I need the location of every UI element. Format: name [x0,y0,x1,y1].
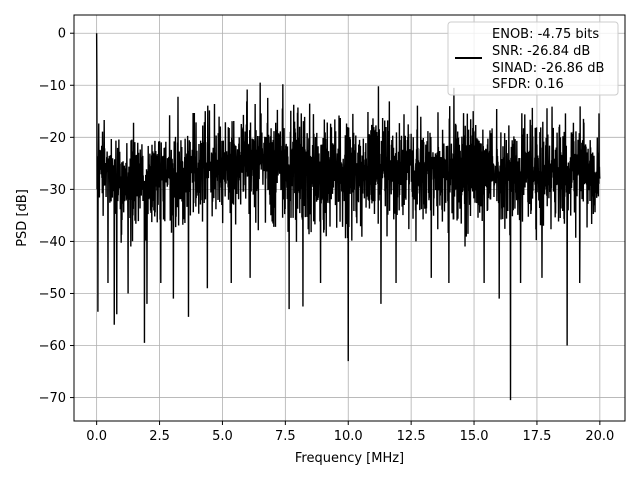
y-tick-label: −50 [39,287,66,302]
x-axis-ticks: 0.0 2.5 5.0 7.5 10.0 12.5 15.0 17.5 20.0 [86,421,614,444]
legend: ENOB: -4.75 bits SNR: -26.84 dB SINAD: -… [447,21,619,96]
legend-snr: SNR: -26.84 dB [492,44,590,59]
legend-enob: ENOB: -4.75 bits [492,27,599,42]
y-tick-label: −20 [39,131,66,146]
x-axis-label: Frequency [MHz] [295,451,404,466]
x-tick-label: 15.0 [460,429,489,444]
legend-sfdr: SFDR: 0.16 [492,77,564,92]
x-tick-label: 0.0 [86,429,107,444]
x-tick-label: 17.5 [522,429,551,444]
x-tick-label: 7.5 [275,429,296,444]
y-axis-label: PSD [dB] [15,189,30,247]
y-tick-label: 0 [58,27,66,42]
y-tick-label: −40 [39,235,66,250]
plot-frame [73,14,626,422]
x-tick-label: 20.0 [585,429,614,444]
y-tick-label: −70 [39,391,66,406]
legend-sinad: SINAD: -26.86 dB [492,61,604,76]
y-tick-label: −60 [39,339,66,354]
legend-box [447,21,619,96]
y-tick-label: −10 [39,79,66,94]
psd-series [95,33,601,401]
y-tick-label: −30 [39,183,66,198]
x-tick-label: 10.0 [334,429,363,444]
x-tick-label: 12.5 [397,429,426,444]
psd-series-line [95,33,601,401]
x-tick-label: 5.0 [212,429,233,444]
y-axis-ticks: 0 −10 −20 −30 −40 −50 −60 −70 [39,27,74,406]
x-tick-label: 2.5 [149,429,170,444]
